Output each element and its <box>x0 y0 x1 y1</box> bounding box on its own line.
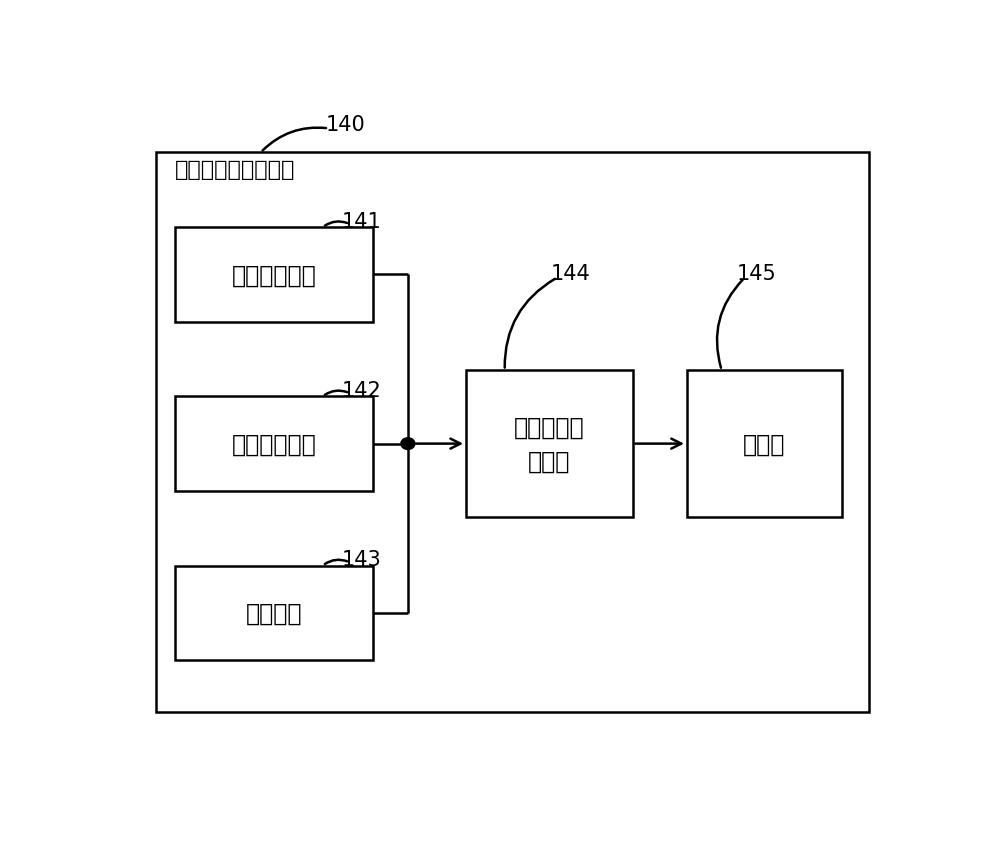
Text: 143: 143 <box>342 549 381 570</box>
Text: 140: 140 <box>326 116 366 135</box>
Text: 输出谱获得部: 输出谱获得部 <box>232 432 317 456</box>
Bar <box>687 371 842 517</box>
Text: 142: 142 <box>342 381 381 400</box>
Bar <box>175 397 373 491</box>
Bar <box>175 228 373 322</box>
Text: 段设定部: 段设定部 <box>246 601 302 625</box>
Bar <box>175 566 373 660</box>
Text: 144: 144 <box>551 263 590 284</box>
Text: 145: 145 <box>737 263 776 284</box>
Text: 141: 141 <box>342 212 381 231</box>
Text: 光物理常数推测装置: 光物理常数推测装置 <box>175 160 296 180</box>
Bar <box>156 154 869 712</box>
Text: 输出部: 输出部 <box>743 432 786 456</box>
Bar <box>466 371 633 517</box>
Text: 输入谱获得部: 输入谱获得部 <box>232 263 317 287</box>
Text: 光物理常数
推测部: 光物理常数 推测部 <box>514 415 585 473</box>
Circle shape <box>401 438 415 450</box>
